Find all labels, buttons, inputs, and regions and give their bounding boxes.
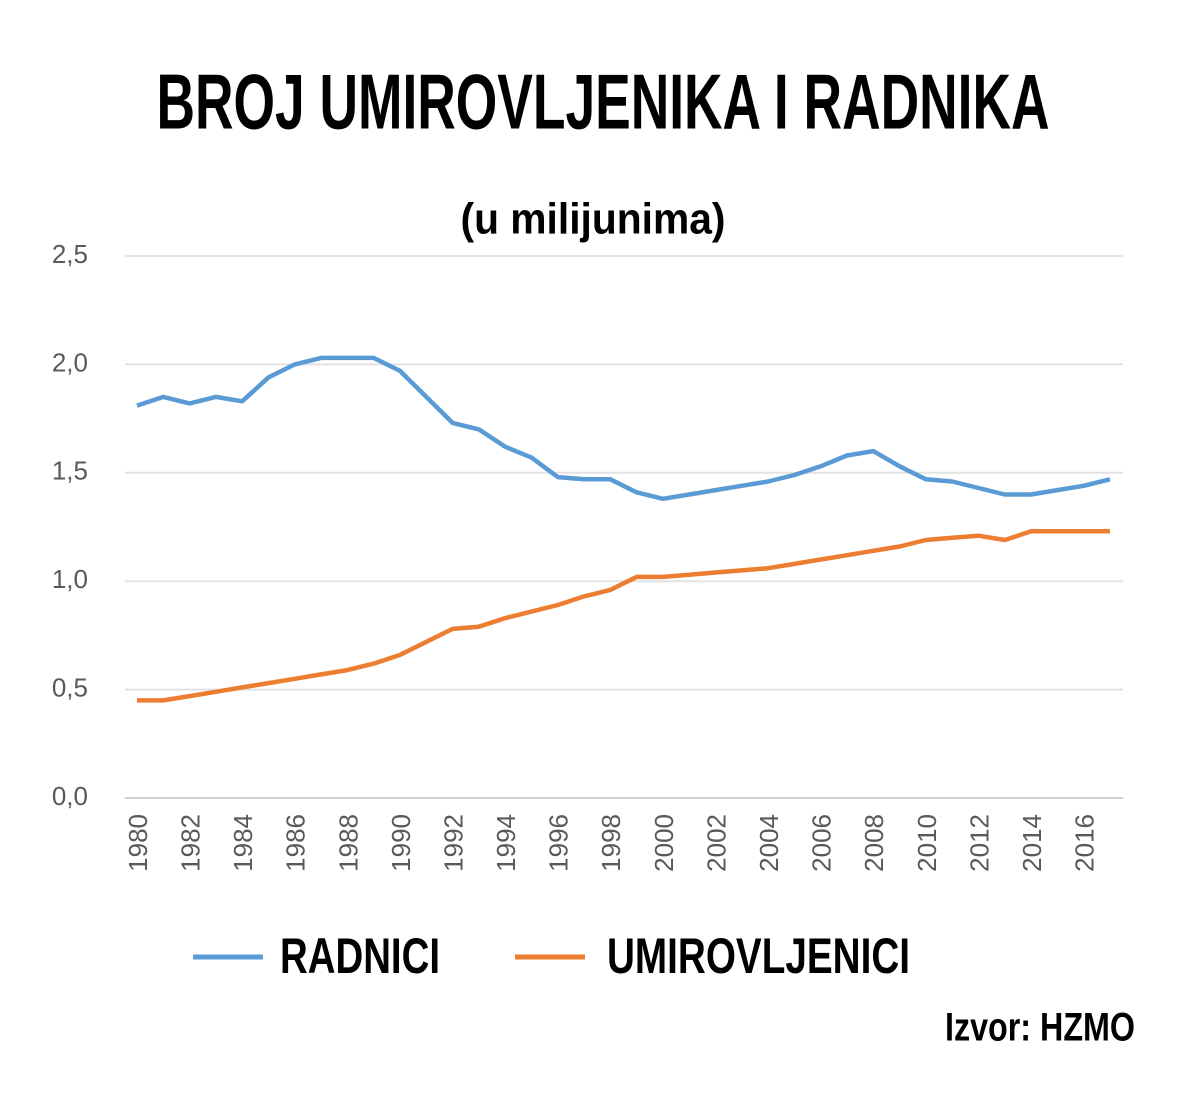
x-tick-label: 2014 <box>1017 814 1047 872</box>
legend-label: RADNICI <box>280 928 440 984</box>
x-tick-label: 2008 <box>859 814 889 872</box>
x-tick-label: 1988 <box>333 814 363 872</box>
x-tick-label: 2012 <box>964 814 994 872</box>
x-tick-label: 2004 <box>754 814 784 872</box>
y-tick-label: 0,5 <box>52 672 88 702</box>
x-tick-label: 2006 <box>807 814 837 872</box>
y-tick-label: 0,0 <box>52 781 88 811</box>
x-tick-label: 1980 <box>123 814 153 872</box>
x-tick-label: 1986 <box>281 814 311 872</box>
series-line <box>137 529 1110 703</box>
x-tick-label: 1994 <box>491 814 521 872</box>
legend-label: UMIROVLJENICI <box>607 928 910 984</box>
x-tick-label: 2016 <box>1070 814 1100 872</box>
series-line <box>136 355 1111 502</box>
y-tick-label: 2,5 <box>52 239 88 269</box>
chart-title: BROJ UMIROVLJENIKA I RADNIKA <box>157 58 1050 146</box>
y-tick-label: 1,5 <box>52 456 88 486</box>
chart-subtitle: (u milijunima) <box>461 195 726 244</box>
source: Izvor: HZMO <box>945 1006 1135 1050</box>
y-tick-label: 2,0 <box>52 347 88 377</box>
x-tick-label: 1998 <box>596 814 626 872</box>
x-tick-label: 2000 <box>649 814 679 872</box>
x-tick-label: 2010 <box>912 814 942 872</box>
x-tick-label: 2002 <box>701 814 731 872</box>
x-tick-label: 1990 <box>386 814 416 872</box>
x-tick-label: 1982 <box>175 814 205 872</box>
x-tick-label: 1996 <box>544 814 574 872</box>
x-tick-label: 1992 <box>438 814 468 872</box>
x-tick-label: 1984 <box>228 814 258 872</box>
y-tick-label: 1,0 <box>52 564 88 594</box>
